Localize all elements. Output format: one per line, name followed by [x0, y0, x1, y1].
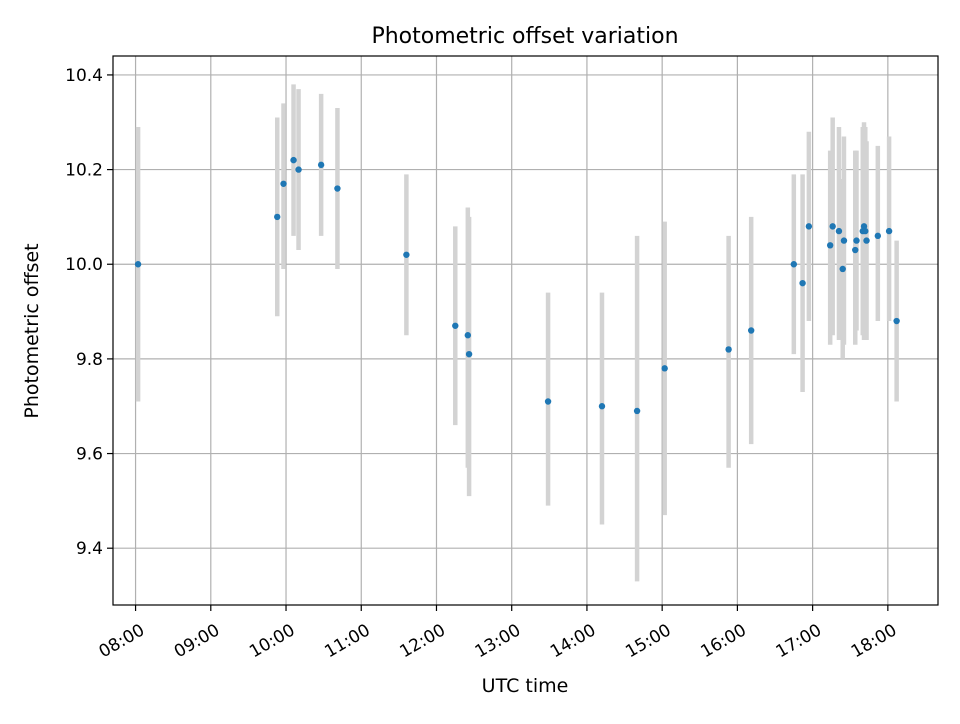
- data-point: [465, 350, 473, 358]
- x-axis-label: UTC time: [482, 675, 569, 697]
- data-point: [452, 322, 459, 329]
- data-point: [826, 242, 834, 249]
- data-point: [334, 185, 341, 192]
- tick-layer: 08:00 09:00 10:00 11:00 12:00 13:00 14:00 15:00…: [65, 66, 900, 662]
- data-point: [403, 251, 410, 258]
- y-axis-label: Photometric offset: [21, 243, 43, 418]
- data-point: [274, 213, 281, 221]
- x-tick-label: 11:00: [321, 620, 373, 662]
- data-point: [544, 398, 552, 405]
- y-tick-label: 10.0: [65, 255, 103, 275]
- data-point: [840, 237, 848, 244]
- data-point: [852, 246, 859, 254]
- data-point: [799, 279, 806, 287]
- x-tick-label: 10:00: [246, 620, 298, 662]
- x-tick-label: 14:00: [547, 620, 599, 662]
- data-point: [863, 237, 870, 244]
- data-point: [317, 161, 325, 169]
- y-tick-label: 10.4: [65, 66, 103, 86]
- data-point: [874, 232, 882, 240]
- data-point: [290, 156, 297, 164]
- data-point: [790, 261, 798, 268]
- data-point: [805, 223, 813, 230]
- data-point: [829, 223, 836, 230]
- data-point: [885, 227, 893, 235]
- y-tick-label: 9.6: [76, 445, 103, 465]
- data-point: [862, 227, 869, 235]
- data-point: [598, 403, 606, 410]
- data-point: [464, 332, 472, 339]
- x-tick-label: 12:00: [397, 620, 449, 662]
- point-layer: [134, 156, 900, 415]
- data-point: [295, 166, 302, 173]
- data-point: [835, 227, 843, 235]
- x-tick-label: 16:00: [697, 620, 749, 662]
- x-tick-label: 09:00: [171, 620, 223, 662]
- grid-layer: [113, 56, 938, 605]
- data-point: [134, 261, 142, 268]
- x-tick-label: 18:00: [848, 620, 900, 662]
- plot-frame: [112, 55, 939, 606]
- errorbar-layer: [135, 84, 899, 582]
- y-tick-label: 10.2: [65, 161, 103, 181]
- data-point: [747, 327, 755, 334]
- data-point: [839, 265, 846, 273]
- x-tick-label: 17:00: [773, 620, 825, 662]
- y-tick-label: 9.8: [76, 350, 103, 370]
- data-point: [633, 407, 641, 415]
- data-point: [661, 365, 668, 372]
- chart-title: Photometric offset variation: [371, 24, 678, 49]
- data-point: [853, 237, 860, 244]
- x-tick-label: 15:00: [622, 620, 674, 662]
- x-tick-label: 08:00: [96, 620, 148, 662]
- x-tick-label: 13:00: [472, 620, 524, 662]
- data-point: [725, 346, 732, 353]
- data-point: [893, 317, 900, 325]
- data-point: [280, 180, 287, 187]
- y-tick-label: 9.4: [76, 539, 103, 559]
